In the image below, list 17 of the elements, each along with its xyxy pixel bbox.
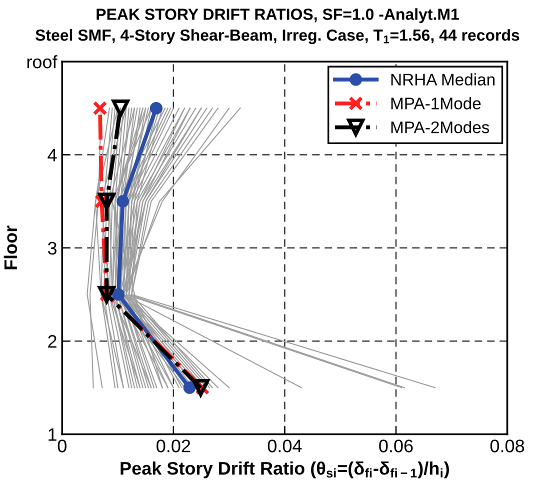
x-tick-label: 0.02 xyxy=(156,440,190,452)
x-tick-label: 0 xyxy=(58,440,66,452)
chart-subtitle: Steel SMF, 4-Story Shear-Beam, Irreg. Case, T$_{1}$=1.56, 44 records xyxy=(36,29,520,44)
legend-label: MPA-1Mode xyxy=(391,97,481,110)
legend-label: MPA-2Modes xyxy=(391,121,490,134)
text: Peak Story Drift Ratio (θ$_{si}$=(δ$_{fi}$-δ$_{fi−1}$)/h$_{i}$) xyxy=(120,461,449,478)
y-tick-label: 4 xyxy=(48,148,57,162)
chart-title: PEAK STORY DRIFT RATIOS, SF=1.0 -Analyt.M1 xyxy=(96,8,459,24)
y-axis-title: Floor xyxy=(4,226,18,270)
y-tick-label: 3 xyxy=(48,242,57,255)
x-tick-label: 0.06 xyxy=(379,440,413,452)
y-tick-label: 1 xyxy=(48,428,56,441)
y-tick-label: roof xyxy=(27,55,58,68)
y-tick-label: 2 xyxy=(48,335,56,348)
x-tick-label: 0.04 xyxy=(268,440,302,452)
legend-label: NRHA Median xyxy=(391,73,495,86)
x-tick-label: 0.08 xyxy=(490,440,524,452)
